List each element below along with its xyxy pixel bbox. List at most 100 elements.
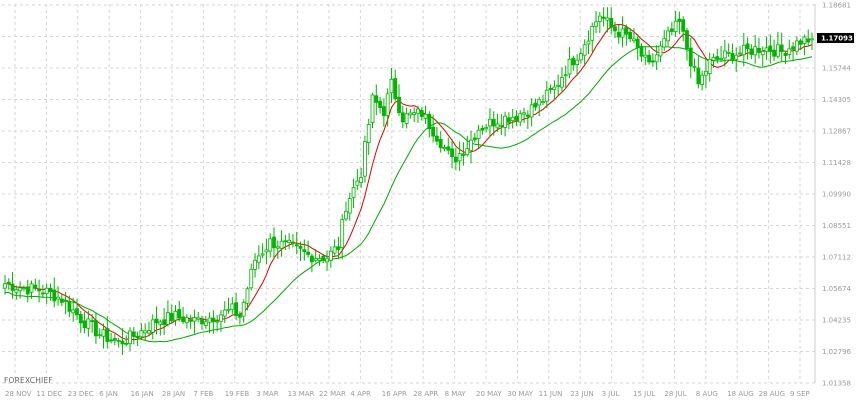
candle <box>264 238 269 265</box>
x-tick-label: 19 FEB <box>225 390 250 398</box>
candle <box>525 110 530 129</box>
x-tick-label: 11 DEC <box>36 390 62 398</box>
candle <box>158 319 163 336</box>
candle <box>14 285 19 300</box>
candle <box>90 314 95 333</box>
candle <box>484 123 489 133</box>
candle <box>514 110 519 126</box>
candle <box>59 294 64 307</box>
candle <box>544 81 549 109</box>
candle <box>397 84 401 117</box>
candle <box>491 111 496 136</box>
x-tick-label: 22 MAR <box>319 390 346 398</box>
y-tick-label: 1.02796 <box>822 348 851 356</box>
candle <box>332 239 337 256</box>
candle <box>109 332 113 344</box>
x-tick-label: 28 AUG <box>759 390 785 398</box>
y-tick-label: 1.18681 <box>822 2 851 10</box>
candle <box>207 312 212 334</box>
candle <box>779 32 784 61</box>
candle <box>393 69 398 102</box>
candle <box>86 310 91 337</box>
x-tick-label: 8 AUG <box>696 390 718 398</box>
candle <box>355 169 360 190</box>
candle <box>764 36 769 60</box>
candle <box>802 34 807 56</box>
candle <box>63 292 68 315</box>
candle <box>715 48 720 64</box>
candle <box>378 96 382 114</box>
candle <box>328 246 333 268</box>
candle <box>200 315 204 330</box>
candle <box>472 132 477 143</box>
candle <box>71 297 76 322</box>
candle <box>139 323 144 340</box>
candle <box>75 298 79 321</box>
candle <box>806 29 811 47</box>
candle <box>677 11 682 35</box>
candle <box>226 297 231 314</box>
candle <box>67 295 72 318</box>
candle <box>40 284 45 299</box>
candle <box>359 167 364 188</box>
candle <box>268 233 273 258</box>
candle <box>22 285 26 292</box>
candle <box>44 283 49 304</box>
candle <box>666 26 670 46</box>
candle <box>105 316 110 349</box>
y-tick-label: 1.12867 <box>822 128 851 136</box>
candle <box>234 292 239 320</box>
candle <box>597 11 602 33</box>
candle <box>294 231 299 255</box>
candle <box>381 98 386 127</box>
candle <box>560 67 564 93</box>
candle <box>404 107 409 129</box>
candle <box>537 96 542 117</box>
y-tick-label: 1.14305 <box>822 96 851 104</box>
candle <box>628 28 633 43</box>
candle <box>416 105 420 124</box>
candle <box>306 240 310 258</box>
candle <box>745 37 750 60</box>
candle <box>241 299 246 323</box>
candle <box>757 37 761 59</box>
candle <box>336 236 341 260</box>
candle <box>169 304 174 324</box>
candle <box>101 323 106 349</box>
candle <box>317 254 322 266</box>
candle <box>287 233 292 249</box>
candle <box>238 311 242 325</box>
candle <box>556 74 561 96</box>
candle <box>177 300 182 322</box>
candle <box>128 327 132 352</box>
candle <box>256 245 261 270</box>
candle <box>219 310 223 332</box>
ma-slow-line <box>5 46 813 343</box>
candle <box>552 80 557 101</box>
candle <box>768 34 773 64</box>
x-tick-label: 11 JUN <box>539 390 563 398</box>
candle <box>366 118 371 155</box>
candle <box>707 52 712 82</box>
x-tick-label: 23 JUN <box>570 390 594 398</box>
candle <box>639 43 644 62</box>
candle <box>112 332 117 346</box>
candle <box>760 46 765 67</box>
candle <box>211 310 216 334</box>
x-tick-label: 16 JAN <box>131 390 154 398</box>
y-tick-label: 1.08551 <box>822 222 851 230</box>
candle <box>635 33 640 61</box>
candle <box>507 112 511 130</box>
candle <box>563 65 568 89</box>
candle <box>476 124 481 149</box>
candle <box>578 48 583 64</box>
candle <box>431 114 436 143</box>
candle <box>453 147 458 171</box>
candles-layer <box>3 7 814 355</box>
candle <box>685 27 689 61</box>
candle <box>738 46 742 57</box>
candle <box>374 84 379 116</box>
candle <box>419 107 424 121</box>
candle <box>586 30 591 55</box>
candle <box>753 34 758 64</box>
